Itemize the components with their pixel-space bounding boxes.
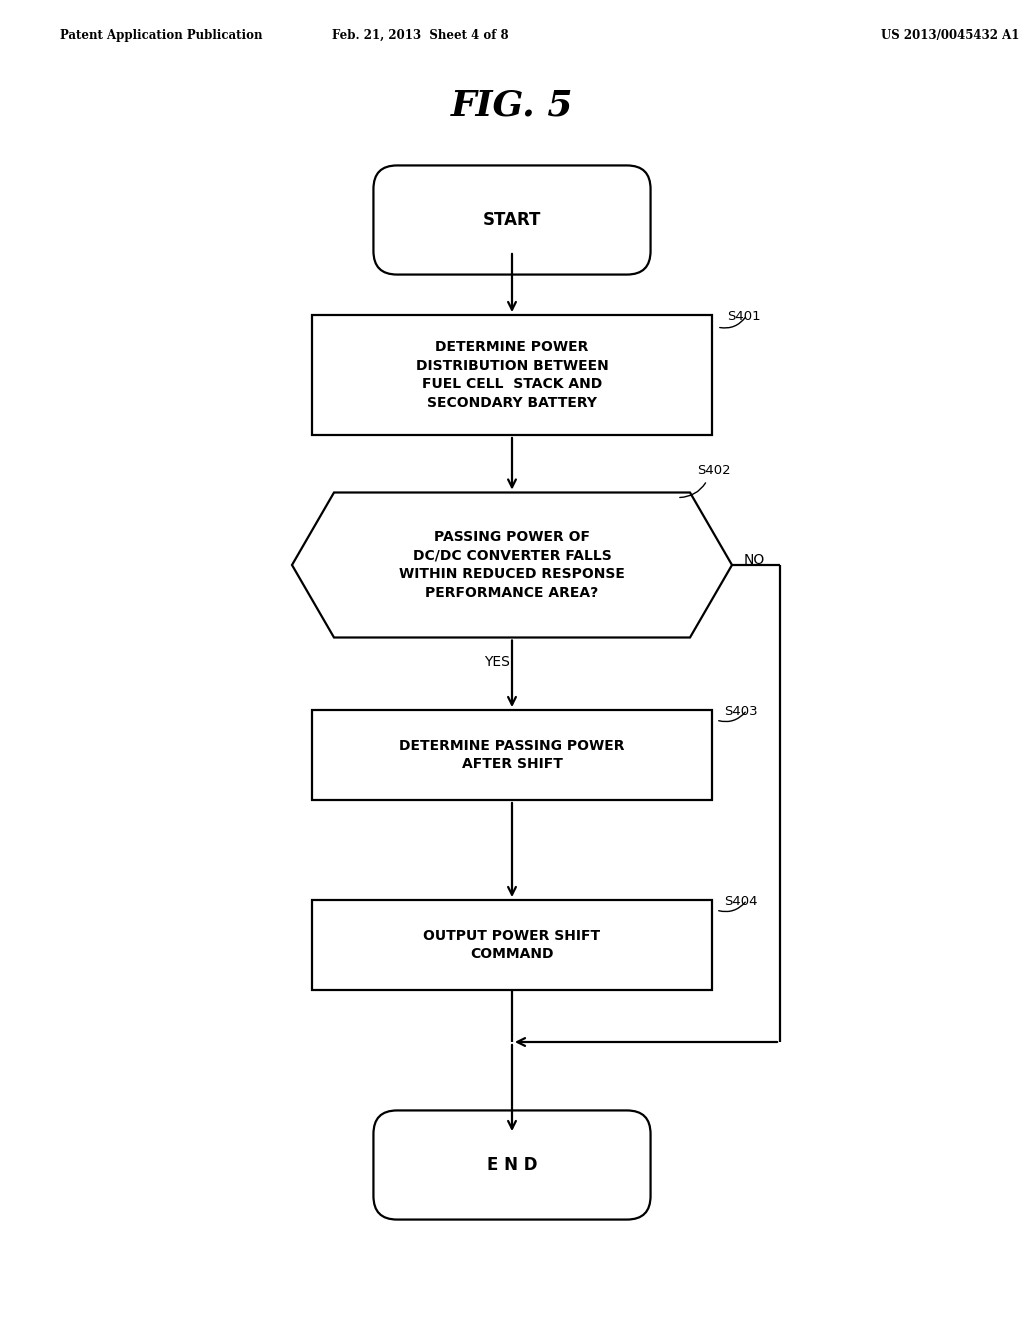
Polygon shape — [292, 492, 732, 638]
Text: START: START — [482, 211, 542, 228]
Text: NO: NO — [744, 553, 765, 568]
FancyBboxPatch shape — [374, 1110, 650, 1220]
Text: E N D: E N D — [486, 1156, 538, 1173]
Text: S402: S402 — [697, 465, 731, 478]
Bar — [312, 900, 712, 990]
Bar — [312, 315, 712, 436]
Text: Feb. 21, 2013  Sheet 4 of 8: Feb. 21, 2013 Sheet 4 of 8 — [332, 29, 508, 41]
Text: S401: S401 — [727, 310, 761, 323]
Text: US 2013/0045432 A1: US 2013/0045432 A1 — [881, 29, 1019, 41]
Text: PASSING POWER OF
DC/DC CONVERTER FALLS
WITHIN REDUCED RESPONSE
PERFORMANCE AREA?: PASSING POWER OF DC/DC CONVERTER FALLS W… — [399, 531, 625, 599]
FancyBboxPatch shape — [374, 165, 650, 275]
Text: FIG. 5: FIG. 5 — [451, 88, 573, 121]
Text: OUTPUT POWER SHIFT
COMMAND: OUTPUT POWER SHIFT COMMAND — [424, 928, 600, 961]
Text: DETERMINE PASSING POWER
AFTER SHIFT: DETERMINE PASSING POWER AFTER SHIFT — [399, 738, 625, 771]
Bar — [312, 710, 712, 800]
Text: Patent Application Publication: Patent Application Publication — [60, 29, 262, 41]
Text: DETERMINE POWER
DISTRIBUTION BETWEEN
FUEL CELL  STACK AND
SECONDARY BATTERY: DETERMINE POWER DISTRIBUTION BETWEEN FUE… — [416, 339, 608, 411]
Text: S403: S403 — [724, 705, 758, 718]
Text: YES: YES — [484, 656, 510, 669]
Text: S404: S404 — [724, 895, 758, 908]
